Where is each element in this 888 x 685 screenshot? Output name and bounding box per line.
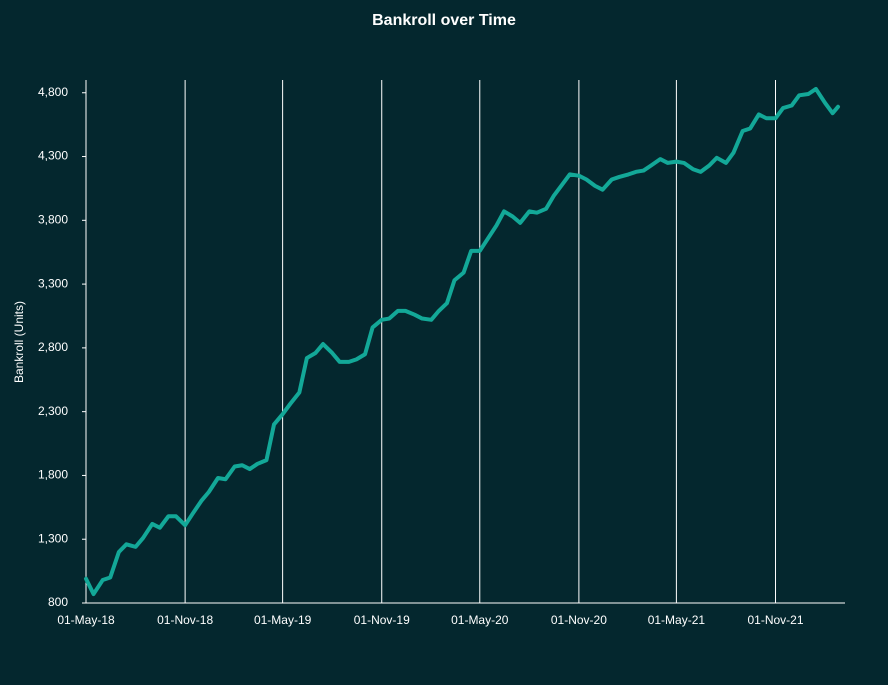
y-tick-label: 800 — [48, 595, 68, 609]
line-series — [84, 86, 840, 597]
y-tick-label: 1,800 — [38, 468, 68, 482]
y-tick-label: 2,800 — [38, 340, 68, 354]
x-tick-label: 01-Nov-19 — [354, 613, 410, 627]
y-tick-label: 4,300 — [38, 149, 68, 163]
x-tick-label: 01-May-19 — [254, 613, 312, 627]
x-tick-label: 01-May-20 — [451, 613, 509, 627]
x-tick-label: 01-May-18 — [57, 613, 115, 627]
y-tick-label: 2,300 — [38, 404, 68, 418]
y-tick-label: 3,800 — [38, 212, 68, 226]
x-tick-label: 01-Nov-20 — [551, 613, 607, 627]
y-tick-label: 1,300 — [38, 531, 68, 545]
x-tick-label: 01-Nov-21 — [747, 613, 803, 627]
y-axis-label: Bankroll (Units) — [12, 301, 26, 383]
y-tick-label: 3,300 — [38, 276, 68, 290]
x-tick-label: 01-Nov-18 — [157, 613, 213, 627]
y-tick-label: 4,800 — [38, 85, 68, 99]
x-tick-label: 01-May-21 — [648, 613, 706, 627]
chart-title: Bankroll over Time — [372, 12, 516, 29]
